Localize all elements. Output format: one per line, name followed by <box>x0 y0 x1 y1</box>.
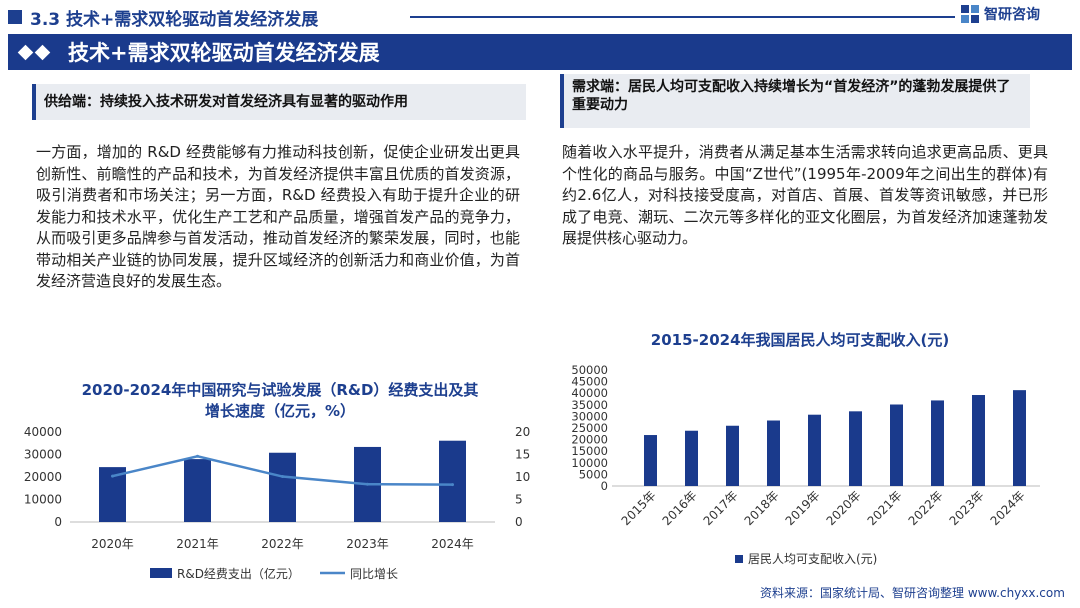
income-bar <box>1013 390 1026 486</box>
header-divider <box>410 16 955 18</box>
income-x-tick-label: 2020年 <box>824 488 864 528</box>
rd-x-tick-label: 2023年 <box>346 537 389 551</box>
supply-side-paragraph: 一方面，增加的 R&D 经费能够有力推动科技创新，促使企业研发出更具创新性、前瞻… <box>36 143 520 290</box>
section-marker-icon <box>8 10 22 24</box>
income-x-tick-label: 2023年 <box>947 488 987 528</box>
section-header: 3.3 技术+需求双轮驱动首发经济发展 <box>8 4 318 30</box>
rd-growth-point <box>196 454 199 458</box>
source-note: 资料来源：国家统计局、智研咨询整理 www.chyxx.com <box>760 586 1065 600</box>
income-y-tick-label: 40000 <box>571 386 608 400</box>
rd-y2-tick-label: 20 <box>515 425 530 439</box>
rd-y2-tick-label: 5 <box>515 493 523 507</box>
rd-growth-point <box>451 483 454 487</box>
title-banner: 技术+需求双轮驱动首发经济发展 <box>8 34 1072 70</box>
rd-growth-point <box>111 474 114 478</box>
income-bar <box>931 400 944 486</box>
diamond-icons <box>17 44 54 60</box>
rd-bar <box>184 459 211 522</box>
chart-rd: 40000 30000 20000 10000 0 20 15 10 5 0 2020年 2021年 2… <box>24 425 530 581</box>
legend-swatch-income <box>735 555 743 563</box>
legend-swatch-rd-bar <box>150 568 172 578</box>
rd-y-tick-label: 10000 <box>24 493 62 507</box>
demand-side-heading: 需求端：居民人均可支配收入持续增长为“首发经济”的蓬勃发展提供了重要动力 <box>572 79 1011 113</box>
income-bar <box>767 420 780 486</box>
income-x-tick-label: 2021年 <box>865 488 905 528</box>
income-y-tick-label: 50000 <box>571 363 608 377</box>
legend-label-rd-bar: R&D经费支出（亿元） <box>177 566 300 581</box>
income-bar <box>890 404 903 486</box>
income-y-tick-label: 25000 <box>571 421 608 435</box>
rd-bar <box>269 452 296 522</box>
legend-label-growth: 同比增长 <box>350 567 398 581</box>
brand-name: 智研咨询 <box>984 7 1040 23</box>
rd-x-tick-label: 2022年 <box>261 537 304 551</box>
income-bar <box>644 435 657 486</box>
income-bar <box>972 395 985 486</box>
banner-title: 技术+需求双轮驱动首发经济发展 <box>68 41 380 65</box>
demand-side-paragraph: 随着收入水平提升，消费者从满足基本生活需求转向追求更高品质、更具个性化的商品与服… <box>562 143 1048 247</box>
rd-growth-point <box>366 482 369 486</box>
income-x-tick-label: 2016年 <box>660 488 700 528</box>
rd-x-tick-label: 2024年 <box>431 537 474 551</box>
rd-y2-tick-label: 15 <box>515 448 530 462</box>
chart-rd-title: 2020-2024年中国研究与试验发展（R&D）经费支出及其增长速度（亿元，%） <box>81 381 479 420</box>
income-y-tick-label: 0 <box>601 479 608 493</box>
income-x-tick-label: 2022年 <box>906 488 946 528</box>
income-bar <box>849 411 862 486</box>
rd-y2-tick-label: 10 <box>515 470 530 484</box>
income-bar <box>808 414 821 486</box>
income-y-tick-label: 15000 <box>571 444 608 458</box>
rd-y-tick-label: 20000 <box>24 470 62 484</box>
rd-y-tick-label: 30000 <box>24 448 62 462</box>
income-x-tick-label: 2019年 <box>783 488 823 528</box>
supply-side-heading-box: 供给端：持续投入技术研发对首发经济具有显著的驱动作用 <box>32 84 526 120</box>
rd-y-tick-label: 0 <box>54 515 62 529</box>
income-bar <box>726 425 739 486</box>
income-y-tick-label: 10000 <box>571 456 608 470</box>
brand-logo: 智研咨询 <box>960 4 1040 24</box>
legend-label-income: 居民人均可支配收入(元) <box>748 552 877 566</box>
rd-bar <box>439 440 466 522</box>
rd-x-tick-label: 2021年 <box>176 537 219 551</box>
income-x-tick-label: 2018年 <box>742 488 782 528</box>
section-title: 3.3 技术+需求双轮驱动首发经济发展 <box>30 9 319 30</box>
income-x-tick-label: 2017年 <box>701 488 741 528</box>
chart-income-title: 2015-2024年我国居民人均可支配收入(元) <box>650 331 950 349</box>
rd-growth-point <box>281 475 284 479</box>
chart-income: 5000045000400003500030000250002000015000… <box>571 363 1040 566</box>
income-x-tick-label: 2015年 <box>619 488 659 528</box>
rd-x-tick-label: 2020年 <box>91 537 134 551</box>
brand-logo-icon <box>961 5 979 23</box>
income-y-tick-label: 5000 <box>579 467 608 481</box>
income-y-tick-label: 45000 <box>571 375 608 389</box>
income-y-tick-label: 20000 <box>571 433 608 447</box>
income-x-tick-label: 2024年 <box>988 488 1028 528</box>
rd-y-tick-label: 40000 <box>24 425 62 439</box>
rd-y2-tick-label: 0 <box>515 515 523 529</box>
income-y-tick-label: 35000 <box>571 398 608 412</box>
income-y-tick-label: 30000 <box>571 409 608 423</box>
income-bar <box>685 430 698 486</box>
supply-side-heading: 供给端：持续投入技术研发对首发经济具有显著的驱动作用 <box>44 94 408 110</box>
demand-side-heading-box: 需求端：居民人均可支配收入持续增长为“首发经济”的蓬勃发展提供了重要动力 <box>560 74 1030 128</box>
